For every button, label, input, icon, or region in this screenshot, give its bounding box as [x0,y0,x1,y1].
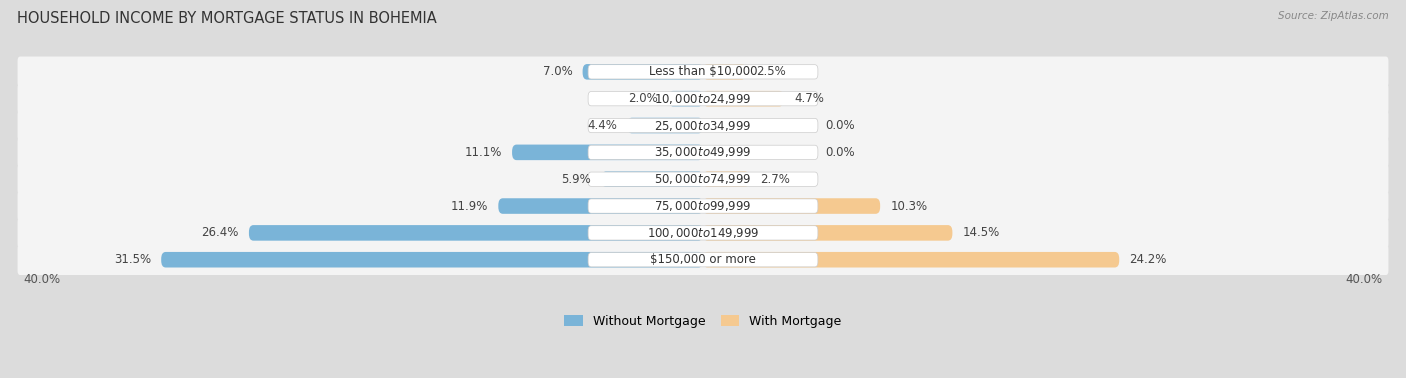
Text: $10,000 to $24,999: $10,000 to $24,999 [654,92,752,106]
FancyBboxPatch shape [588,118,818,133]
Text: 2.5%: 2.5% [756,65,786,78]
Text: $100,000 to $149,999: $100,000 to $149,999 [647,226,759,240]
Text: $35,000 to $49,999: $35,000 to $49,999 [654,146,752,160]
Text: $150,000 or more: $150,000 or more [650,253,756,266]
FancyBboxPatch shape [498,198,703,214]
FancyBboxPatch shape [18,84,1388,114]
FancyBboxPatch shape [588,172,818,186]
Text: 0.0%: 0.0% [825,119,855,132]
Text: 0.0%: 0.0% [825,146,855,159]
FancyBboxPatch shape [18,57,1388,87]
FancyBboxPatch shape [512,144,703,160]
FancyBboxPatch shape [627,118,703,133]
FancyBboxPatch shape [703,64,747,80]
FancyBboxPatch shape [703,171,749,187]
FancyBboxPatch shape [18,218,1388,248]
FancyBboxPatch shape [588,253,818,267]
Text: 26.4%: 26.4% [201,226,239,239]
Text: 14.5%: 14.5% [963,226,1000,239]
FancyBboxPatch shape [588,199,818,213]
FancyBboxPatch shape [588,145,818,160]
FancyBboxPatch shape [582,64,703,80]
Text: HOUSEHOLD INCOME BY MORTGAGE STATUS IN BOHEMIA: HOUSEHOLD INCOME BY MORTGAGE STATUS IN B… [17,11,437,26]
FancyBboxPatch shape [602,171,703,187]
Text: 40.0%: 40.0% [24,273,60,285]
FancyBboxPatch shape [18,191,1388,222]
FancyBboxPatch shape [18,137,1388,168]
FancyBboxPatch shape [588,91,818,106]
FancyBboxPatch shape [18,245,1388,275]
FancyBboxPatch shape [703,91,783,107]
Text: $50,000 to $74,999: $50,000 to $74,999 [654,172,752,186]
Text: 10.3%: 10.3% [890,200,928,212]
FancyBboxPatch shape [703,252,1119,268]
Legend: Without Mortgage, With Mortgage: Without Mortgage, With Mortgage [564,314,842,328]
Text: Source: ZipAtlas.com: Source: ZipAtlas.com [1278,11,1389,21]
Text: 7.0%: 7.0% [543,65,572,78]
FancyBboxPatch shape [18,164,1388,195]
Text: 11.1%: 11.1% [464,146,502,159]
FancyBboxPatch shape [162,252,703,268]
Text: $75,000 to $99,999: $75,000 to $99,999 [654,199,752,213]
Text: Less than $10,000: Less than $10,000 [648,65,758,78]
Text: 4.4%: 4.4% [588,119,617,132]
FancyBboxPatch shape [18,110,1388,141]
Text: 2.0%: 2.0% [628,92,658,105]
FancyBboxPatch shape [669,91,703,107]
Text: 31.5%: 31.5% [114,253,150,266]
FancyBboxPatch shape [703,225,952,241]
Text: 2.7%: 2.7% [759,173,790,186]
FancyBboxPatch shape [588,65,818,79]
Text: 40.0%: 40.0% [1346,273,1382,285]
Text: 24.2%: 24.2% [1129,253,1167,266]
FancyBboxPatch shape [588,226,818,240]
Text: 5.9%: 5.9% [561,173,591,186]
Text: 4.7%: 4.7% [794,92,824,105]
Text: $25,000 to $34,999: $25,000 to $34,999 [654,119,752,133]
Text: 11.9%: 11.9% [451,200,488,212]
FancyBboxPatch shape [703,198,880,214]
FancyBboxPatch shape [249,225,703,241]
